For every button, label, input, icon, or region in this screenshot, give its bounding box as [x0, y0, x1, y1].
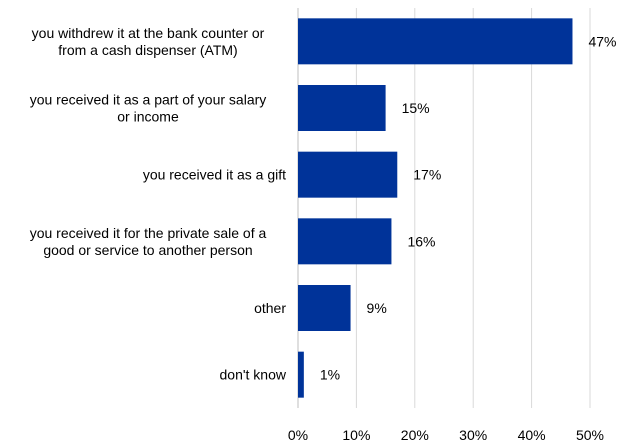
x-tick-label: 40% [518, 427, 546, 443]
category-label-line: you withdrew it at the bank counter or [32, 25, 265, 41]
data-label: 17% [413, 167, 441, 183]
bar [298, 351, 304, 398]
bar [298, 18, 573, 65]
bar [298, 85, 386, 131]
x-tick-label: 30% [459, 427, 487, 443]
x-tick-label: 50% [576, 427, 604, 443]
data-label: 47% [588, 33, 616, 49]
category-label-line: good or service to another person [43, 242, 252, 258]
data-label: 9% [367, 300, 387, 316]
x-tick-label: 20% [401, 427, 429, 443]
x-axis-tick-labels: 0% 10% 20% 30% 40% 50% [288, 427, 604, 443]
category-label: you withdrew it at the bank counter or fr… [32, 25, 265, 58]
category-label-line: don't know [220, 367, 287, 383]
value-labels: 47% 15% 17% 16% 9% 1% [320, 33, 617, 382]
category-label: you received it as a gift [143, 167, 286, 183]
category-labels: you withdrew it at the bank counter or fr… [30, 25, 287, 383]
category-label: you received it as a part of your salary… [30, 92, 267, 125]
bars [298, 18, 573, 398]
category-label-line: you received it as a part of your salary [30, 92, 267, 108]
data-label: 16% [407, 233, 435, 249]
gridlines [297, 8, 591, 408]
bar [298, 285, 351, 331]
bar [298, 218, 392, 265]
data-label: 1% [320, 367, 340, 383]
category-label-line: or income [117, 109, 179, 125]
category-label: don't know [220, 367, 287, 383]
category-label-line: from a cash dispenser (ATM) [58, 42, 237, 58]
x-tick-label: 0% [288, 427, 308, 443]
category-label-line: you received it for the private sale of … [30, 225, 267, 241]
bar [298, 151, 398, 198]
category-label: other [254, 300, 286, 316]
category-label: you received it for the private sale of … [30, 225, 267, 258]
category-label-line: you received it as a gift [143, 167, 286, 183]
data-label: 15% [402, 100, 430, 116]
x-tick-label: 10% [342, 427, 370, 443]
category-label-line: other [254, 300, 286, 316]
